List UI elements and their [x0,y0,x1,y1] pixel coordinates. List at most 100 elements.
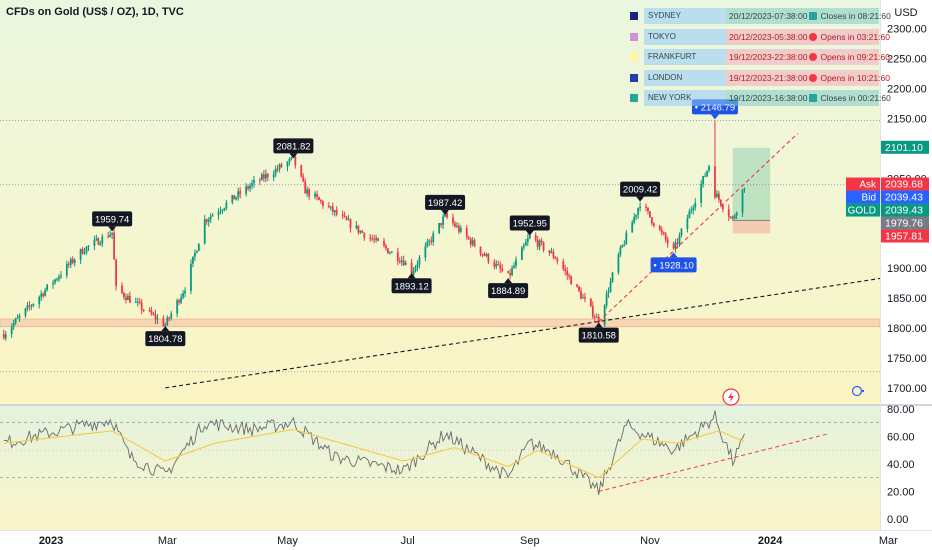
candle-body [359,230,362,233]
candle-body [107,236,110,238]
candle-body [570,276,573,285]
replay-icon[interactable] [851,385,865,397]
candle-body [111,232,114,235]
oscillator-line [3,410,745,495]
candle-body [446,212,448,218]
candle-body [58,276,60,280]
candle-body [288,158,291,163]
candle-body [645,206,647,208]
candle-body [706,170,708,176]
price-label-box [509,215,550,231]
trend-line [165,277,880,389]
price-label-pointer [504,278,513,284]
candle-body [389,252,391,254]
candle-body [164,325,167,327]
candle-body [178,300,181,303]
alert-icon[interactable] [722,388,740,406]
session-status-icon [809,94,818,102]
candle-body [511,267,513,276]
session-name: FRANKFURT [644,49,726,65]
candle-body [578,286,580,292]
candle-body [658,225,661,230]
candle-body [10,327,13,335]
candle-body [662,232,665,234]
candle-body [24,308,27,316]
candle-body [83,252,86,254]
price-label: 1804.78 [145,326,186,347]
session-datetime: 19/12/2023-16:38:00 [729,93,808,103]
price-tag-value-box [881,190,929,204]
candle-body [93,239,96,246]
price-tick-label: 1700.00 [887,383,927,395]
candle-body [109,234,112,237]
candle-body [467,236,470,239]
candle-body [320,199,322,202]
candle-body [73,259,76,263]
oscillator-pane[interactable] [0,410,880,495]
price-label-text: 1959.74 [95,214,129,225]
price-label: 1952.95 [509,215,550,236]
candle-body [674,242,677,249]
candle-body [513,265,515,268]
candle-body [580,291,582,299]
price-label-box [145,331,186,347]
candle-body [631,222,634,233]
candle-body [383,240,385,246]
candle-body [195,250,198,253]
candle-body [239,191,242,194]
price-label: 1884.89 [488,278,529,299]
session-time: 20/12/2023-07:38:00 Closes in 08:21:60 [726,8,891,24]
price-tag-value: 2101.10 [885,142,923,154]
candle-body [136,301,139,303]
candle-body [180,297,182,303]
candle-body [727,209,730,217]
candle-body [308,189,311,197]
candle-body [314,193,316,197]
candle-body [538,240,541,247]
candle-body [609,281,612,292]
main-pane[interactable]: 1959.74 1804.78 2081.82 1893.12 1987.42 1884.… [0,99,932,389]
candle-body [40,293,43,297]
candle-body [225,202,228,209]
candle-body [452,217,454,224]
price-label-pointer [525,230,534,236]
candle-body [678,235,681,244]
price-label-text: • 2146.79 [695,102,735,113]
time-tick-label: May [277,535,298,547]
candle-body [481,254,484,256]
candle-body [335,210,338,215]
price-label-text: 1987.42 [428,198,462,209]
candle-body [209,216,212,220]
candle-body [121,285,123,293]
price-tick-label: 2150.00 [887,114,927,126]
session-row: FRANKFURT 19/12/2023-22:38:00 Opens in 09… [620,47,890,67]
candle-body [99,243,102,245]
candle-body [637,208,640,215]
candle-body [410,262,413,275]
candle-body [660,229,663,233]
candle-body [115,259,117,286]
currency-button[interactable]: USD [894,7,918,19]
candle-body [424,246,427,258]
candle-body [369,237,372,239]
session-status: Opens in 03:21:60 [820,31,890,42]
candle-body [30,305,33,307]
candle-body [197,243,200,251]
session-name: NEW YORK [644,90,726,106]
candle-body [672,243,675,249]
candle-body [702,176,705,184]
candle-body [396,251,399,262]
candle-body [249,185,251,189]
candle-body [316,193,318,197]
session-row: SYDNEY 20/12/2023-07:38:00 Closes in 08:2… [620,6,891,26]
candle-body [304,181,307,194]
candle-body [71,259,74,263]
candle-body [192,256,194,264]
candle-body [69,259,72,265]
oscillator-signal-line [3,429,745,479]
candle-body [266,174,269,178]
session-datetime: 20/12/2023-07:38:00 [729,11,808,21]
candle-body [329,206,332,208]
candle-body [138,301,141,303]
candle-body [156,318,159,320]
